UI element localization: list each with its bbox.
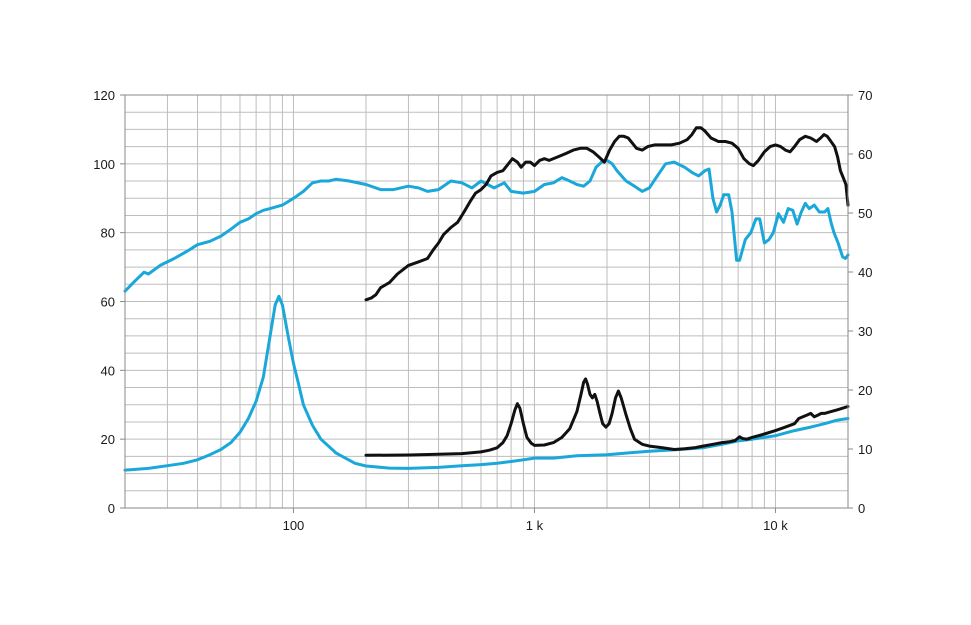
series-line-2	[123, 294, 850, 472]
series-line-3	[364, 126, 850, 302]
left-tick-label: 40	[101, 363, 115, 378]
grid	[124, 94, 849, 509]
left-tick-label: 100	[93, 157, 115, 172]
right-tick-label: 70	[858, 88, 872, 103]
left-tick-label: 0	[108, 501, 115, 516]
right-tick-label: 0	[858, 501, 865, 516]
right-tick-label: 50	[858, 206, 872, 221]
left-tick-label: 20	[101, 432, 115, 447]
right-tick-label: 60	[858, 147, 872, 162]
x-tick-label: 100	[283, 518, 305, 533]
left-tick-label: 80	[101, 226, 115, 241]
series-layer	[123, 126, 850, 472]
series-line-1	[123, 158, 850, 293]
series-line-4	[364, 377, 850, 457]
left-tick-label: 60	[101, 295, 115, 310]
axes: 0 20 40 60 80 100 120 0 10 20 30 40 50 60 70 100 1 k 10 k	[93, 88, 872, 533]
right-tick-label: 30	[858, 324, 872, 339]
right-tick-label: 20	[858, 383, 872, 398]
x-tick-label: 10 k	[763, 518, 788, 533]
left-tick-label: 120	[93, 88, 115, 103]
right-tick-label: 40	[858, 265, 872, 280]
right-tick-label: 10	[858, 442, 872, 457]
x-tick-label: 1 k	[526, 518, 544, 533]
